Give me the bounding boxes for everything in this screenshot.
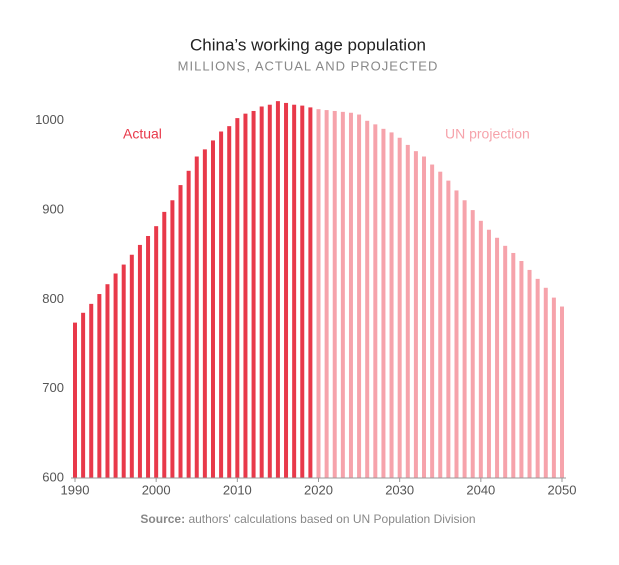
- source-text: authors' calculations based on UN Popula…: [188, 512, 475, 526]
- bar: [543, 287, 548, 478]
- x-tick-label: 2030: [385, 482, 414, 497]
- bar: [292, 104, 297, 478]
- bar: [535, 278, 540, 478]
- bar: [235, 118, 240, 478]
- bar: [267, 104, 272, 478]
- bar: [324, 110, 329, 479]
- bar: [113, 273, 118, 478]
- bar: [527, 269, 532, 478]
- source-label: Source:: [140, 512, 185, 526]
- bar: [519, 260, 524, 478]
- bar: [381, 128, 386, 478]
- bar: [422, 156, 427, 478]
- bar: [495, 237, 500, 478]
- y-tick-label: 600: [42, 469, 64, 484]
- chart-title: China’s working age population: [190, 35, 426, 54]
- bar: [170, 200, 175, 478]
- bar: [105, 284, 110, 478]
- bar: [154, 226, 159, 478]
- bar: [389, 132, 394, 478]
- bar: [97, 294, 102, 478]
- source: Source: authors' calculations based on U…: [140, 512, 475, 526]
- bar: [446, 180, 451, 478]
- bar: [81, 312, 86, 478]
- bar: [478, 220, 483, 478]
- x-tick-label: 2000: [142, 482, 171, 497]
- bar: [430, 164, 435, 479]
- bar: [284, 102, 289, 478]
- bar: [316, 109, 321, 478]
- y-tick-label: 900: [42, 202, 64, 217]
- bar: [470, 210, 475, 478]
- y-tick-label: 700: [42, 380, 64, 395]
- x-tick-label: 2020: [304, 482, 333, 497]
- bar: [186, 170, 191, 479]
- chart-subtitle: MILLIONS, ACTUAL AND PROJECTED: [178, 58, 439, 73]
- legend-label: UN projection: [445, 126, 530, 142]
- bar: [462, 200, 467, 478]
- bar: [413, 151, 418, 478]
- bar: [259, 106, 264, 479]
- x-tick-label: 2040: [466, 482, 495, 497]
- bar: [219, 131, 224, 479]
- bar: [503, 245, 508, 478]
- bar: [438, 171, 443, 478]
- bar: [146, 235, 151, 478]
- bar: [308, 107, 313, 478]
- bar: [121, 264, 126, 478]
- bar: [454, 190, 459, 478]
- bar: [365, 120, 370, 478]
- bar: [373, 124, 378, 478]
- bar: [348, 112, 353, 479]
- bar: [332, 110, 337, 479]
- y-tick-label: 1000: [35, 112, 64, 127]
- bar: [357, 114, 362, 478]
- bar: [89, 303, 94, 478]
- bar: [486, 229, 491, 478]
- bar: [202, 149, 207, 479]
- bar: [178, 185, 183, 478]
- bar: [227, 126, 232, 478]
- x-tick-label: 1990: [61, 482, 90, 497]
- bar: [73, 322, 77, 478]
- bar: [129, 254, 134, 478]
- bar: [560, 306, 564, 478]
- bar: [162, 211, 167, 478]
- bar: [243, 113, 248, 478]
- bar: [210, 140, 215, 479]
- bar: [137, 244, 142, 478]
- bar: [397, 137, 402, 479]
- bar: [275, 101, 280, 478]
- bar: [300, 105, 305, 478]
- y-tick-label: 800: [42, 291, 64, 306]
- bar: [405, 144, 410, 478]
- x-tick-label: 2010: [223, 482, 252, 497]
- legend-label: Actual: [123, 126, 162, 142]
- bar: [340, 111, 345, 478]
- bar: [251, 110, 256, 479]
- x-tick-label: 2050: [548, 482, 577, 497]
- bar: [551, 297, 556, 478]
- bar: [194, 156, 199, 478]
- bar: [511, 252, 516, 478]
